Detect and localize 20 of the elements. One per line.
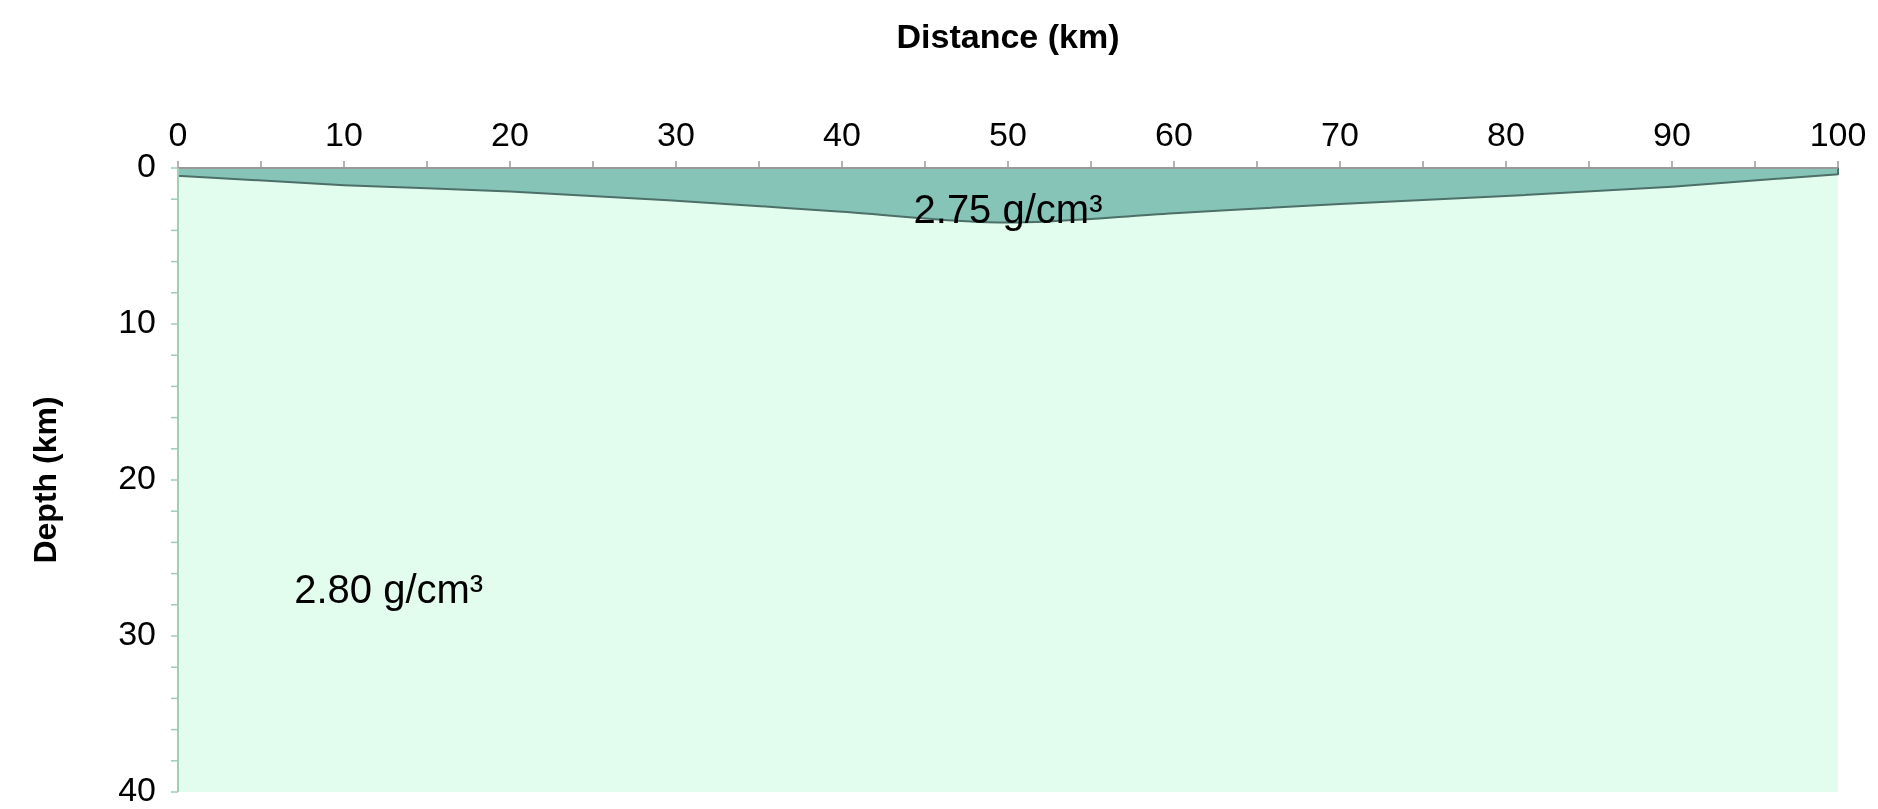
x-tick-label: 30	[657, 115, 695, 153]
x-tick-label: 80	[1487, 115, 1525, 153]
x-tick-label: 70	[1321, 115, 1359, 153]
x-tick-label: 0	[168, 115, 188, 153]
x-tick-label: 10	[325, 115, 363, 153]
x-tick-label: 100	[1809, 115, 1867, 153]
y-tick-label: 20	[118, 457, 156, 496]
x-tick-label: 20	[491, 115, 529, 153]
y-tick-label: 10	[118, 301, 156, 340]
annotation: 2.75 g/cm³	[913, 186, 1103, 231]
y-tick-label: 30	[118, 613, 156, 652]
x-tick-label: 50	[989, 115, 1027, 153]
y-tick-label: 0	[137, 145, 156, 184]
x-tick-label: 60	[1155, 115, 1193, 153]
y-tick-label: 40	[118, 769, 156, 808]
y-axis-title: Depth (km)	[27, 396, 63, 564]
x-tick-label: 40	[823, 115, 861, 153]
x-tick-label: 90	[1653, 115, 1691, 153]
x-axis-title: Distance (km)	[896, 17, 1120, 55]
annotation: 2.80 g/cm³	[294, 566, 484, 611]
